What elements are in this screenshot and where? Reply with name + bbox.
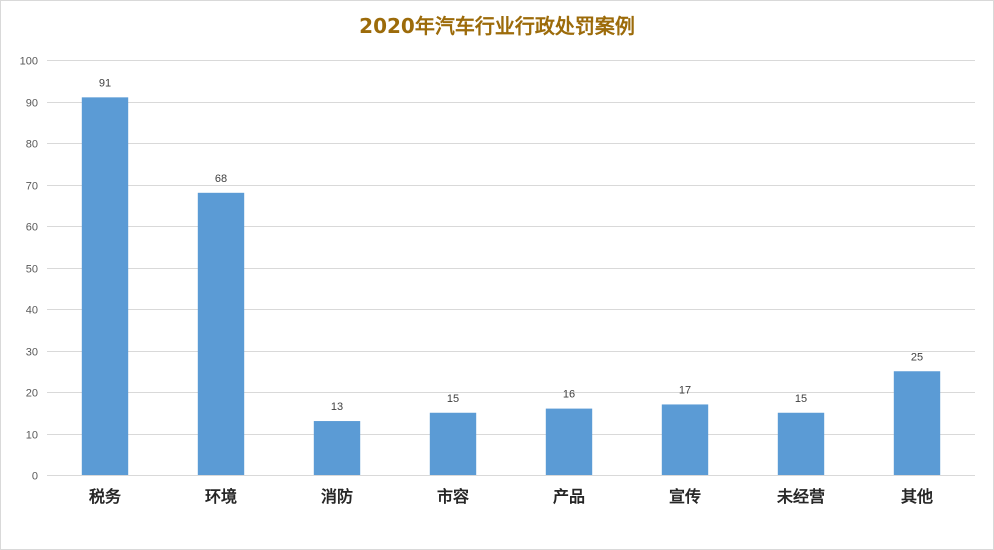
x-category-label: 市容 xyxy=(437,487,469,506)
bar xyxy=(893,371,941,475)
bar xyxy=(429,412,477,475)
bar xyxy=(777,412,825,475)
x-category-label: 产品 xyxy=(553,487,585,506)
y-tick-label: 60 xyxy=(26,222,38,234)
y-tick-label: 20 xyxy=(26,388,38,400)
data-label: 17 xyxy=(679,384,691,396)
y-axis-ticks: 0 10 20 30 40 50 60 70 80 90 100 xyxy=(20,56,38,483)
bars xyxy=(81,97,941,476)
x-category-label: 其他 xyxy=(901,487,933,506)
y-tick-label: 90 xyxy=(26,98,38,110)
y-tick-label: 10 xyxy=(26,430,38,442)
bar xyxy=(313,421,361,475)
y-tick-label: 50 xyxy=(26,264,38,276)
data-label: 25 xyxy=(911,351,923,363)
data-label: 68 xyxy=(215,173,227,185)
bar xyxy=(81,97,129,475)
y-tick-label: 100 xyxy=(20,56,38,68)
bar xyxy=(197,192,245,476)
x-axis-labels: 税务 环境 消防 市容 产品 宣传 未经营 其他 xyxy=(89,487,933,506)
x-category-label: 税务 xyxy=(89,487,122,506)
y-tick-label: 0 xyxy=(32,471,38,483)
y-tick-label: 80 xyxy=(26,139,38,151)
data-label: 15 xyxy=(795,393,807,405)
data-label: 13 xyxy=(331,401,343,413)
data-label: 16 xyxy=(563,389,575,401)
bar xyxy=(545,408,593,475)
bar xyxy=(661,404,709,475)
data-labels: 91 68 13 15 16 17 15 25 xyxy=(99,77,923,413)
gridlines xyxy=(47,60,975,476)
y-tick-label: 40 xyxy=(26,305,38,317)
chart-title: 2020年汽车行业行政处罚案例 xyxy=(359,14,635,38)
data-label: 91 xyxy=(99,77,111,89)
y-tick-label: 30 xyxy=(26,347,38,359)
x-category-label: 宣传 xyxy=(669,487,701,506)
x-category-label: 未经营 xyxy=(776,487,825,506)
data-label: 15 xyxy=(447,393,459,405)
y-tick-label: 70 xyxy=(26,181,38,193)
x-category-label: 消防 xyxy=(321,487,353,506)
x-category-label: 环境 xyxy=(205,487,237,506)
